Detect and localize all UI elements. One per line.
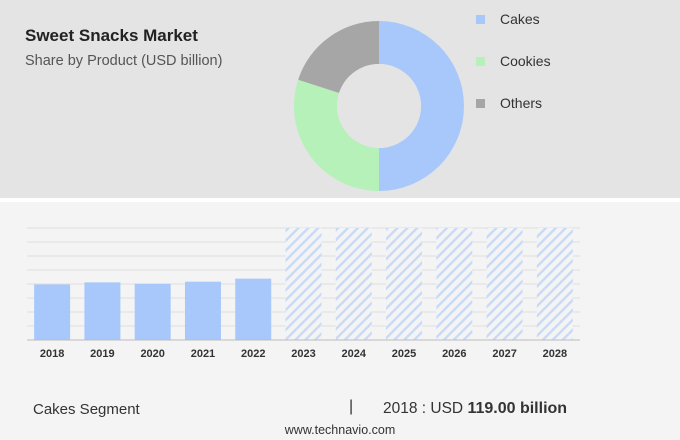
segment-value-prefix: 2018 : USD [383, 400, 464, 417]
footer-separator: | [349, 398, 354, 415]
x-tick-label: 2020 [140, 348, 164, 360]
bar-2022 [235, 278, 272, 340]
bar-2018 [34, 284, 71, 340]
x-tick-label: 2023 [291, 348, 315, 360]
donut-slice-cakes [379, 21, 464, 191]
bar-2020 [134, 283, 171, 340]
forecast-bar-2027 [486, 228, 523, 340]
x-tick-label: 2018 [40, 348, 64, 360]
x-tick-label: 2022 [241, 348, 265, 360]
source-credit: www.technavio.com [284, 423, 396, 437]
bar-2021 [184, 281, 221, 340]
forecast-bar-2028 [536, 228, 573, 340]
donut-chart [294, 21, 464, 191]
legend-swatch [476, 57, 485, 66]
x-tick-label: 2024 [342, 348, 367, 360]
legend-label: Cookies [500, 53, 551, 69]
legend-swatch [476, 99, 485, 108]
panel-divider [0, 198, 680, 202]
x-tick-label: 2028 [543, 348, 567, 360]
x-tick-label: 2019 [90, 348, 114, 360]
segment-value-amount: 119.00 billion [467, 400, 568, 417]
donut-hole [337, 64, 421, 148]
segment-label: Cakes Segment [33, 401, 140, 418]
x-tick-label: 2021 [191, 348, 215, 360]
bar-2019 [84, 282, 121, 340]
x-tick-label: 2027 [492, 348, 516, 360]
legend-label: Others [500, 95, 543, 111]
chart-title: Sweet Snacks Market [25, 26, 198, 45]
legend-label: Cakes [500, 11, 540, 27]
donut-slice-others [298, 21, 379, 94]
segment-value: 2018 : USD 119.00 billion [383, 400, 567, 418]
forecast-bar-2026 [436, 228, 473, 340]
x-tick-label: 2025 [392, 348, 416, 360]
legend-swatch [476, 15, 485, 24]
forecast-bar-2023 [285, 228, 322, 340]
x-tick-label: 2026 [442, 348, 466, 360]
donut-slice-cookies [294, 79, 379, 191]
forecast-bar-2025 [386, 228, 423, 340]
chart-subtitle: Share by Product (USD billion) [25, 53, 223, 69]
forecast-bar-2024 [335, 228, 372, 340]
